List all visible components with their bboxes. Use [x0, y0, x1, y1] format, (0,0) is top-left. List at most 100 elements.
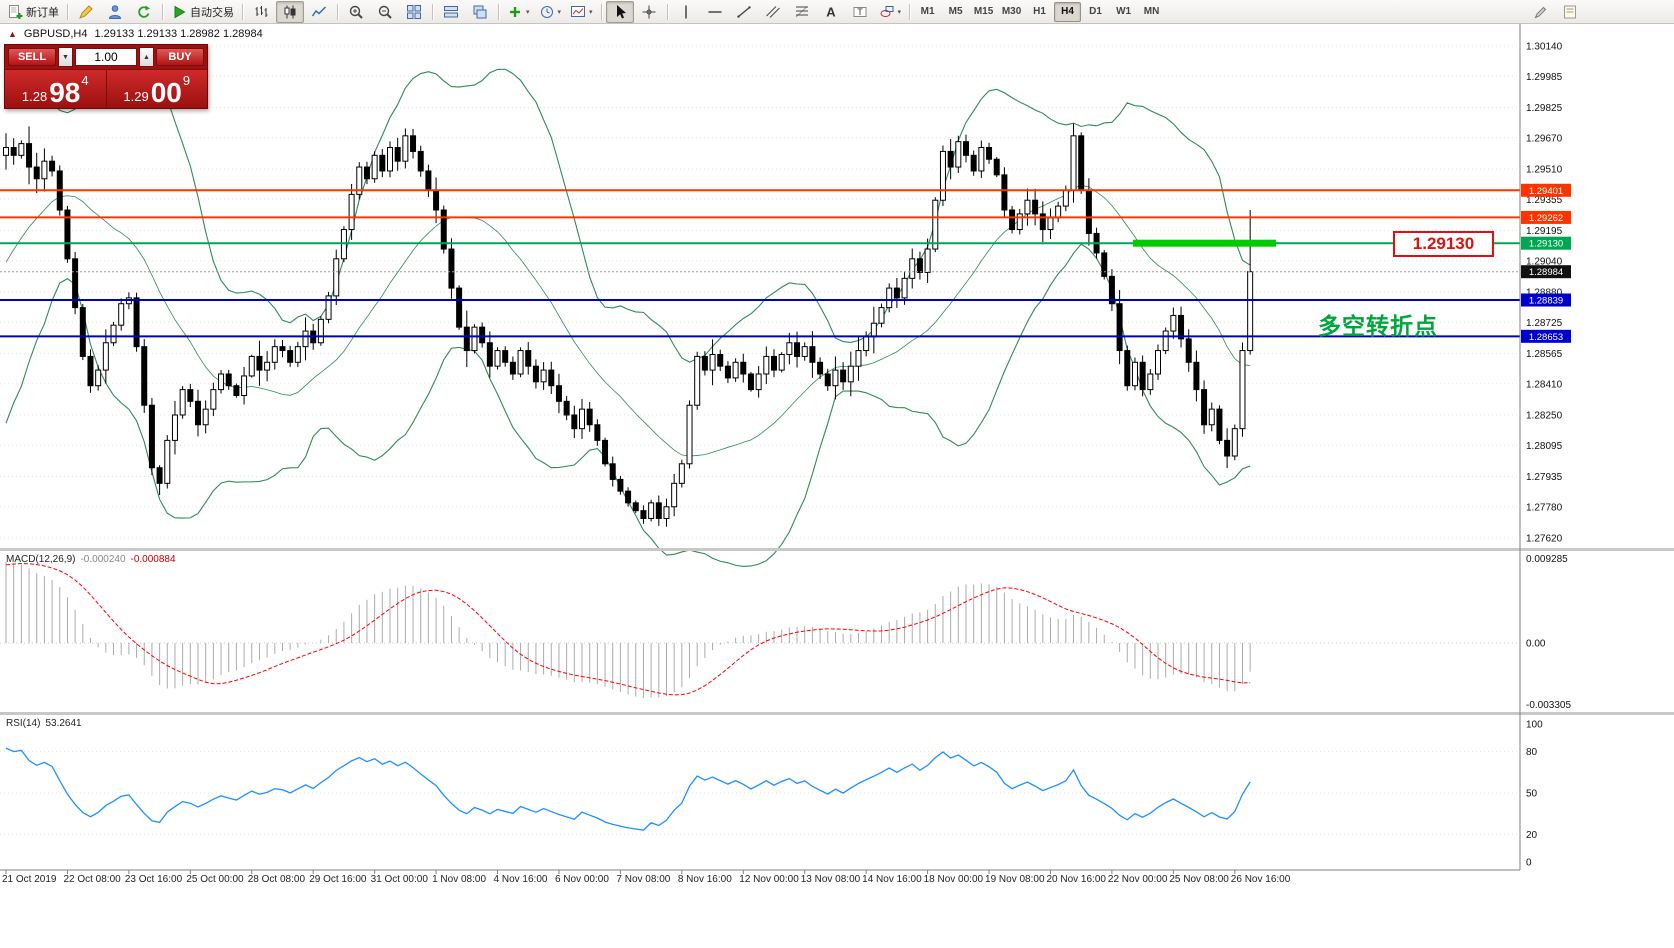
svg-text:4 Nov 16:00: 4 Nov 16:00	[494, 874, 548, 885]
svg-text:20 Nov 16:00: 20 Nov 16:00	[1046, 874, 1106, 885]
chart-symbol-timeframe: GBPUSD,H4	[23, 28, 88, 40]
one-click-collapse-icon[interactable]: ▲	[8, 29, 17, 39]
svg-text:1.28839: 1.28839	[1529, 296, 1563, 307]
toolbar-separator	[498, 3, 499, 20]
profile-button[interactable]	[101, 1, 129, 23]
zoom-in-button[interactable]	[342, 1, 370, 23]
candlestick-chart-button[interactable]	[276, 0, 304, 23]
cursor-button[interactable]	[605, 0, 634, 23]
timeframe-h1-button[interactable]: H1	[1033, 6, 1046, 17]
auto-arrange-button[interactable]	[437, 1, 465, 23]
svg-text:1.27780: 1.27780	[1526, 502, 1563, 513]
profile-icon	[107, 4, 123, 20]
lot-size-input[interactable]	[75, 48, 137, 66]
cascade-windows-button[interactable]	[466, 1, 494, 23]
refresh-icon	[136, 4, 152, 20]
chart-canvas[interactable]: 1.301401.299851.298251.296701.295101.293…	[0, 24, 1674, 948]
auto-trading-button[interactable]: 自动交易	[167, 1, 238, 23]
auto-arrange-icon	[443, 4, 459, 20]
svg-text:22 Nov 00:00: 22 Nov 00:00	[1108, 874, 1168, 885]
zoom-out-button[interactable]	[371, 1, 399, 23]
toolbar-separator	[337, 3, 338, 20]
zoom-in-icon	[348, 4, 364, 20]
sell-button[interactable]: SELL	[8, 48, 56, 66]
metaeditor-button[interactable]	[72, 1, 100, 23]
pencil-button[interactable]	[1527, 1, 1555, 23]
note-button[interactable]	[1556, 1, 1584, 23]
timeframe-m5-button[interactable]: M5	[948, 6, 963, 17]
buy-price[interactable]: 1.29 00 9	[106, 70, 207, 108]
vertical-line-button[interactable]	[672, 1, 700, 23]
svg-text:1.29040: 1.29040	[1526, 256, 1563, 267]
dropdown-arrow-icon: ▾	[589, 8, 593, 16]
fibonacci-icon	[794, 4, 810, 20]
macd-name: MACD(12,26,9)	[6, 554, 76, 565]
text-button[interactable]: A	[817, 1, 845, 23]
price-callout-box[interactable]: 1.29130	[1393, 231, 1494, 257]
label-icon: T	[852, 4, 868, 20]
timeframe-m30-button[interactable]: M30	[1001, 6, 1022, 17]
svg-text:100: 100	[1526, 720, 1543, 731]
toolbar: 新订单 自动交易 ▾ ▾ ▾ A T ▾ M1 M5 M15 M30 H1 H4 D1 W1 MN	[0, 0, 1674, 24]
svg-text:1.27935: 1.27935	[1526, 472, 1563, 483]
horizontal-line-button[interactable]	[701, 1, 729, 23]
time-axis[interactable]: 21 Oct 2019 22 Oct 08:00 23 Oct 16:00 25 Oc…	[2, 870, 1291, 885]
turning-point-annotation[interactable]: 多空转折点	[1318, 313, 1438, 339]
one-click-divider	[105, 70, 107, 108]
buy-price-big: 00	[150, 76, 182, 108]
label-button[interactable]: T	[846, 1, 874, 23]
timeframe-d1-button[interactable]: D1	[1089, 6, 1102, 17]
svg-text:1.29130: 1.29130	[1529, 239, 1563, 250]
sell-price[interactable]: 1.28 98 4	[5, 70, 106, 108]
lot-increase-button[interactable]: ▲	[139, 47, 154, 67]
timeframe-w1-button[interactable]: W1	[1116, 6, 1132, 17]
svg-text:7 Nov 08:00: 7 Nov 08:00	[616, 874, 670, 885]
macd-indicator-label: MACD(12,26,9) -0.000240 -0.000884	[6, 554, 176, 565]
svg-text:1.28984: 1.28984	[1529, 267, 1563, 278]
dropdown-arrow-icon: ▾	[897, 8, 902, 16]
line-chart-button[interactable]	[305, 1, 333, 23]
fibonacci-button[interactable]	[788, 1, 816, 23]
price-axis[interactable]: 1.30140 1.29985 1.29825 1.29670 1.29510 1.293…	[1521, 42, 1571, 545]
sell-price-big: 98	[49, 76, 81, 108]
timeframe-h4-button[interactable]: H4	[1054, 1, 1082, 22]
svg-text:1.29510: 1.29510	[1526, 165, 1563, 176]
toolbar-separator	[242, 3, 243, 20]
template-button[interactable]: ▾	[566, 1, 597, 23]
crosshair-button[interactable]	[635, 1, 663, 23]
svg-text:21 Oct 2019: 21 Oct 2019	[2, 874, 57, 885]
text-icon: A	[823, 4, 839, 20]
sell-price-sup: 4	[81, 73, 89, 88]
thick-trendline-segment[interactable]	[1133, 239, 1276, 247]
svg-text:19 Nov 08:00: 19 Nov 08:00	[985, 874, 1045, 885]
channel-button[interactable]	[759, 1, 787, 23]
svg-text:1 Nov 08:00: 1 Nov 08:00	[432, 874, 486, 885]
refresh-button[interactable]	[130, 1, 158, 23]
timeframe-m15-button[interactable]: M15	[973, 6, 994, 17]
macd-panel: 0.009285 0.00 -0.003305	[0, 554, 1571, 711]
play-icon	[171, 4, 187, 20]
buy-button[interactable]: BUY	[156, 48, 204, 66]
chart-title: ▲ GBPUSD,H4 1.29133 1.29133 1.28982 1.28…	[8, 28, 263, 40]
candle-chart-icon	[282, 4, 298, 20]
cursor-icon	[612, 4, 628, 20]
svg-text:31 Oct 00:00: 31 Oct 00:00	[371, 874, 429, 885]
zoom-out-icon	[377, 4, 393, 20]
macd-value-signal: -0.000884	[130, 554, 176, 565]
timeframe-mn-button[interactable]: MN	[1143, 6, 1160, 17]
bar-chart-button[interactable]	[247, 1, 275, 23]
periods-button[interactable]: ▾	[535, 1, 566, 23]
add-indicator-button[interactable]: ▾	[503, 1, 534, 23]
lot-decrease-button[interactable]: ▼	[58, 47, 73, 67]
trendline-button[interactable]	[730, 1, 758, 23]
shapes-button[interactable]: ▾	[875, 1, 906, 23]
new-order-button[interactable]: 新订单	[3, 1, 63, 23]
svg-text:23 Oct 16:00: 23 Oct 16:00	[125, 874, 183, 885]
rsi-indicator-label: RSI(14) 53.2641	[6, 718, 82, 729]
pencil2-icon	[1533, 4, 1549, 20]
timeframe-m1-button[interactable]: M1	[920, 6, 935, 17]
chart-window[interactable]: 1.30140 1.29985 1.29825 1.29670 1.29510 1.293…	[0, 24, 1674, 948]
toolbar-separator	[666, 3, 668, 20]
tile-windows-button[interactable]	[400, 1, 428, 23]
